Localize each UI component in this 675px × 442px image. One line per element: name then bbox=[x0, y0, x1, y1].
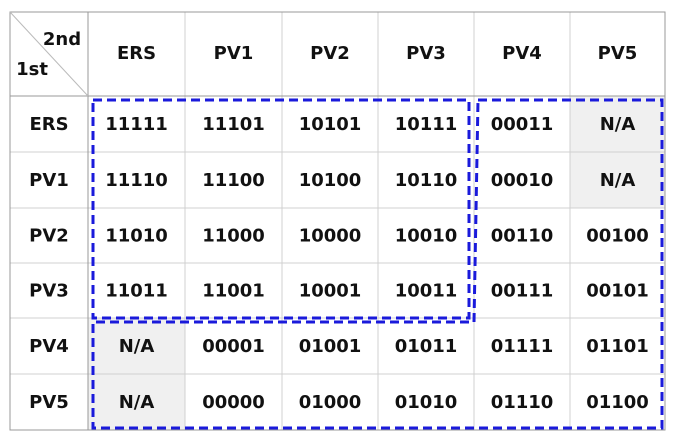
cell: 00000 bbox=[202, 392, 265, 413]
shaded-cell bbox=[88, 318, 185, 374]
row-header: PV5 bbox=[29, 392, 69, 413]
cell: 01011 bbox=[395, 336, 458, 357]
cell: N/A bbox=[119, 336, 155, 357]
column-header: PV1 bbox=[214, 43, 254, 64]
column-header: PV4 bbox=[502, 43, 542, 64]
group-outline bbox=[91, 98, 664, 430]
shaded-cell bbox=[88, 374, 185, 430]
cell: 01001 bbox=[299, 336, 362, 357]
cell: 00100 bbox=[586, 226, 649, 247]
cell: 10100 bbox=[299, 170, 362, 191]
row-header: ERS bbox=[29, 114, 68, 135]
corner-row-header: 1st bbox=[16, 59, 48, 80]
cell: 00011 bbox=[491, 114, 554, 135]
row-header: PV3 bbox=[29, 281, 69, 302]
group-outline bbox=[91, 98, 471, 320]
cell: 00111 bbox=[491, 281, 554, 302]
corner-column-header: 2nd bbox=[43, 29, 81, 50]
cell: 01100 bbox=[586, 392, 649, 413]
cell: 00001 bbox=[202, 336, 265, 357]
cell: 10110 bbox=[395, 170, 458, 191]
cell: 01110 bbox=[491, 392, 554, 413]
cell: 11101 bbox=[202, 114, 265, 135]
cell: 01000 bbox=[299, 392, 362, 413]
row-header: PV4 bbox=[29, 336, 69, 357]
shaded-cell bbox=[570, 152, 665, 208]
cell: 00110 bbox=[491, 226, 554, 247]
table-border bbox=[9, 11, 666, 431]
row-header: PV1 bbox=[29, 170, 69, 191]
cell: N/A bbox=[600, 170, 636, 191]
cell: 10111 bbox=[395, 114, 458, 135]
column-header: ERS bbox=[117, 43, 156, 64]
cell: 11011 bbox=[105, 281, 168, 302]
column-header: PV2 bbox=[310, 43, 350, 64]
column-header: PV5 bbox=[598, 43, 638, 64]
cell: 00101 bbox=[586, 281, 649, 302]
row-header: PV2 bbox=[29, 226, 69, 247]
cell: 01111 bbox=[491, 336, 554, 357]
cell: 11001 bbox=[202, 281, 265, 302]
cell: N/A bbox=[600, 114, 636, 135]
cell: 11110 bbox=[105, 170, 168, 191]
cell: 10001 bbox=[299, 281, 362, 302]
corner-diagonal bbox=[9, 11, 89, 97]
cell: 11111 bbox=[105, 114, 168, 135]
cell: 10101 bbox=[299, 114, 362, 135]
cell: 10000 bbox=[299, 226, 362, 247]
cell: 10010 bbox=[395, 226, 458, 247]
cell: 11000 bbox=[202, 226, 265, 247]
cell: 10011 bbox=[395, 281, 458, 302]
cell: 11010 bbox=[105, 226, 168, 247]
cell: 01101 bbox=[586, 336, 649, 357]
cell: 01010 bbox=[395, 392, 458, 413]
shaded-cell bbox=[570, 96, 665, 152]
cell: N/A bbox=[119, 392, 155, 413]
cell: 11100 bbox=[202, 170, 265, 191]
cell: 00010 bbox=[491, 170, 554, 191]
column-header: PV3 bbox=[406, 43, 446, 64]
